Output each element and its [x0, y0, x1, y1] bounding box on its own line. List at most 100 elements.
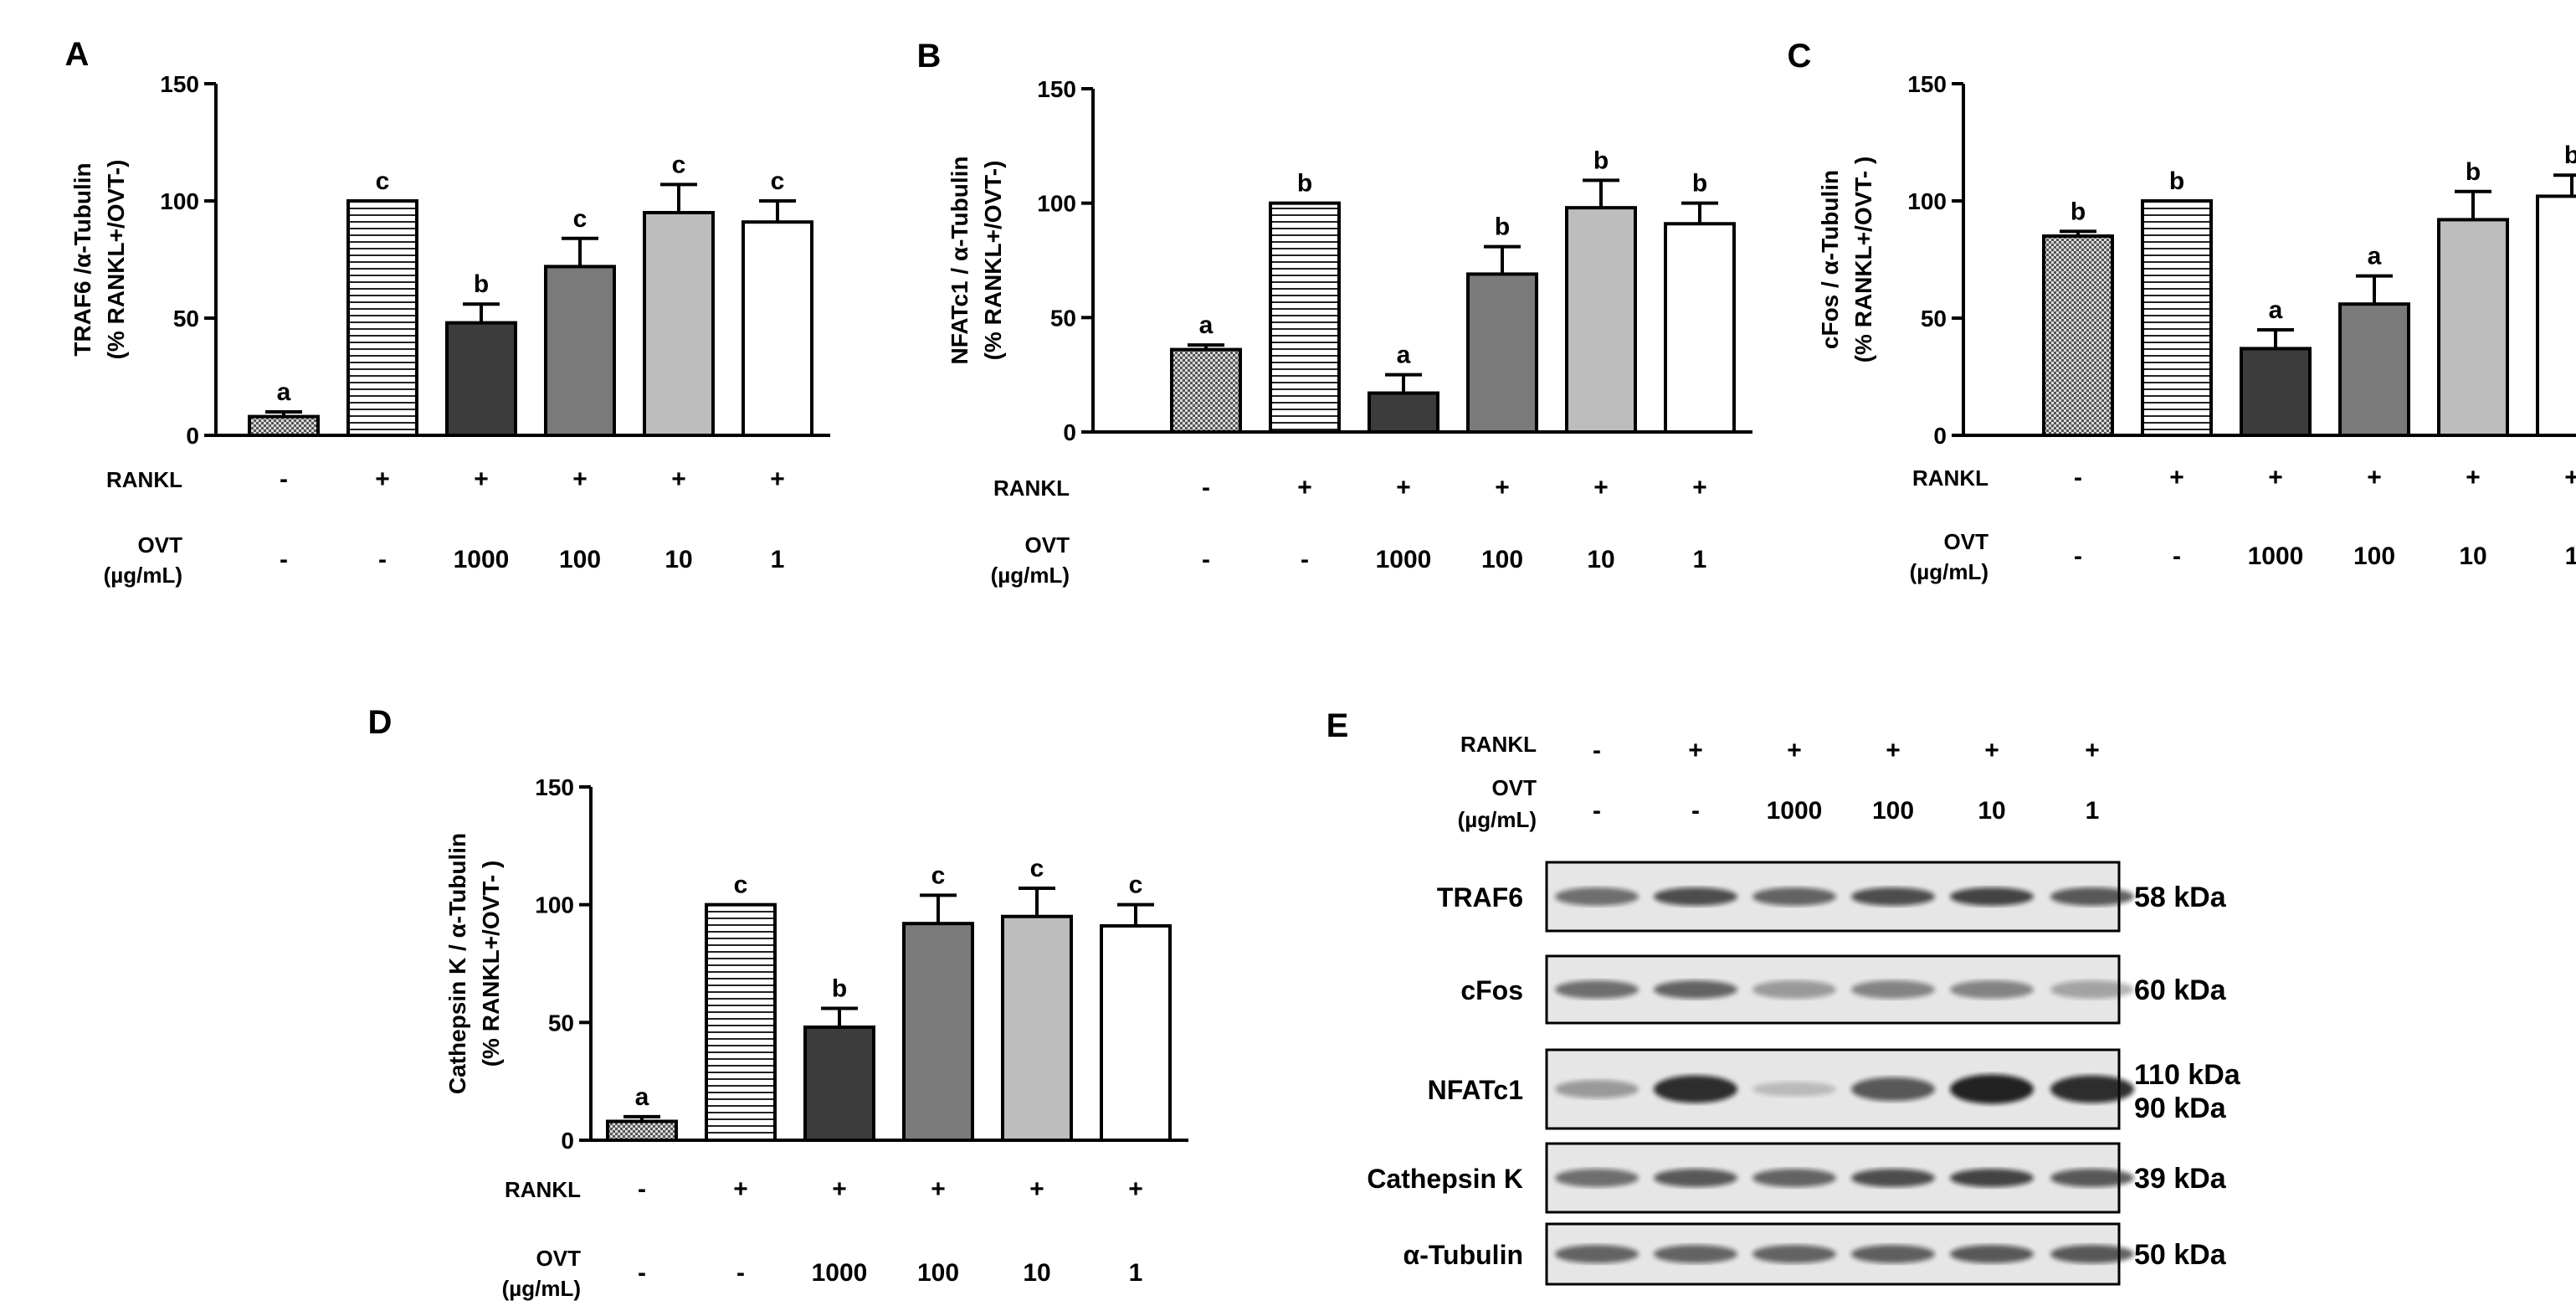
bar [445, 321, 517, 437]
bar [803, 1025, 875, 1142]
y-tick-label: 100 [535, 892, 574, 918]
treatment-value: 1 [1693, 546, 1707, 573]
bar [346, 199, 418, 437]
blot-band [1752, 980, 1836, 999]
molecular-weight-label: 110 kDa [2134, 1059, 2241, 1091]
treatment-value: 1000 [1767, 797, 1823, 825]
treatment-value: + [1688, 737, 1703, 764]
row-label: RANKL [106, 467, 182, 492]
significance-letter: a [1199, 311, 1214, 339]
treatment-value: - [2173, 542, 2181, 570]
protein-label: Cathepsin K [1367, 1164, 1523, 1194]
y-tick-label: 50 [1921, 306, 1947, 332]
bar [1565, 206, 1637, 434]
bar [1269, 201, 1341, 434]
significance-letter: b [1593, 147, 1609, 174]
bar [2536, 194, 2576, 437]
row-label-unit: (µg/mL) [1910, 559, 1988, 584]
blot-band [1654, 1169, 1737, 1187]
treatment-value: + [2169, 464, 2184, 491]
significance-letter: b [2169, 167, 2184, 195]
row-label-unit: (µg/mL) [991, 563, 1070, 588]
blot-band [2050, 980, 2134, 999]
y-tick-label: 0 [1933, 423, 1947, 449]
blot-band [1555, 887, 1639, 906]
y-axis-label-line2: (% RANKL+/OVT- ) [1850, 157, 1876, 363]
chart-panel-b: B 0 50 100 150 NFATc1 / α-Tubulin (% RANKL+/OV… [917, 38, 1752, 588]
blot-band [2050, 1169, 2134, 1187]
blot-row-cfos: cFos 60 kDa [1460, 954, 2227, 1025]
blot-row--tubulin: α-Tubulin 50 kDa [1403, 1222, 2227, 1286]
blot-band [1950, 887, 2034, 906]
treatment-value: + [2085, 737, 2100, 764]
bar [1001, 914, 1073, 1142]
chart-panel-a: A 0 50 100 150 TRAF6 /α-Tubulin (% RANKL+/OVT-… [65, 36, 830, 588]
treatment-value: 1000 [1376, 546, 1432, 573]
treatment-value: - [638, 1175, 646, 1203]
y-tick-label: 150 [160, 71, 199, 97]
treatment-value: + [1692, 474, 1707, 501]
treatment-value: - [1593, 797, 1601, 825]
y-tick-label: 50 [548, 1010, 574, 1036]
treatment-value: - [1202, 546, 1210, 573]
y-tick-label: 150 [1907, 71, 1947, 97]
treatment-value: 100 [1481, 546, 1523, 573]
blot-band [1950, 1245, 2034, 1263]
y-axis-label: Cathepsin K / α-Tubulin (% RANKL+/OVT- ) [444, 833, 504, 1094]
bar [741, 220, 813, 438]
treatment-value: 100 [917, 1259, 959, 1287]
bar [2437, 218, 2509, 437]
treatment-value: - [2074, 542, 2082, 570]
blot-band [1752, 1082, 1836, 1097]
significance-letter: c [573, 205, 588, 233]
row-label: RANKL [993, 476, 1070, 501]
blot-band [1752, 1245, 1836, 1263]
bar [544, 265, 616, 437]
treatment-value: 100 [1872, 797, 1914, 825]
row-label: RANKL [1912, 465, 1988, 491]
protein-label: cFos [1460, 975, 1523, 1005]
treatment-value: 10 [1978, 797, 2005, 825]
y-axis-label-line1: TRAF6 /α-Tubulin [69, 162, 95, 356]
significance-letter: b [1692, 170, 1707, 198]
molecular-weight-label: 58 kDa [2134, 882, 2227, 913]
significance-letter: a [2368, 243, 2382, 270]
protein-label: TRAF6 [1437, 882, 1523, 913]
row-label: OVT [1025, 532, 1070, 558]
blot-band [1654, 1075, 1737, 1103]
y-tick-label: 150 [535, 774, 574, 800]
y-axis-label-line1: cFos / α-Tubulin [1817, 170, 1843, 349]
significance-letter: c [931, 861, 946, 889]
y-axis-label-line2: (% RANKL+/OVT-) [103, 160, 129, 360]
molecular-weight-label: 90 kDa [2134, 1092, 2227, 1124]
row-label: OVT [1492, 775, 1537, 800]
bar [705, 902, 777, 1142]
treatment-value: + [1029, 1175, 1044, 1203]
treatment-value: 100 [2353, 542, 2395, 570]
treatment-value: + [1128, 1175, 1143, 1203]
bar [1664, 222, 1736, 434]
treatment-value: - [378, 546, 387, 573]
treatment-value: - [1202, 474, 1210, 501]
treatment-value: - [1691, 797, 1700, 825]
treatment-value: + [2564, 464, 2576, 491]
y-tick-label: 0 [186, 423, 199, 449]
significance-letter: b [1495, 213, 1510, 241]
treatment-value: + [1886, 737, 1901, 764]
treatment-value: + [1984, 737, 1999, 764]
y-axis-label: cFos / α-Tubulin (% RANKL+/OVT- ) [1817, 157, 1876, 363]
blot-band [1654, 887, 1737, 906]
bar [643, 211, 715, 437]
row-label: OVT [138, 532, 183, 558]
bar [2338, 302, 2410, 438]
treatment-value: + [733, 1175, 748, 1203]
blot-band [2050, 1245, 2134, 1263]
chart-panel-c: C 0 50 100 150 cFos / α-Tubulin (% RANKL+/OVT-… [1788, 38, 2576, 584]
blot-band [1851, 980, 1935, 999]
significance-letter: c [734, 871, 748, 899]
row-label: RANKL [1460, 732, 1537, 757]
y-tick-label: 50 [173, 306, 199, 332]
y-tick-label: 100 [160, 188, 199, 214]
blot-band [1950, 1169, 2034, 1187]
